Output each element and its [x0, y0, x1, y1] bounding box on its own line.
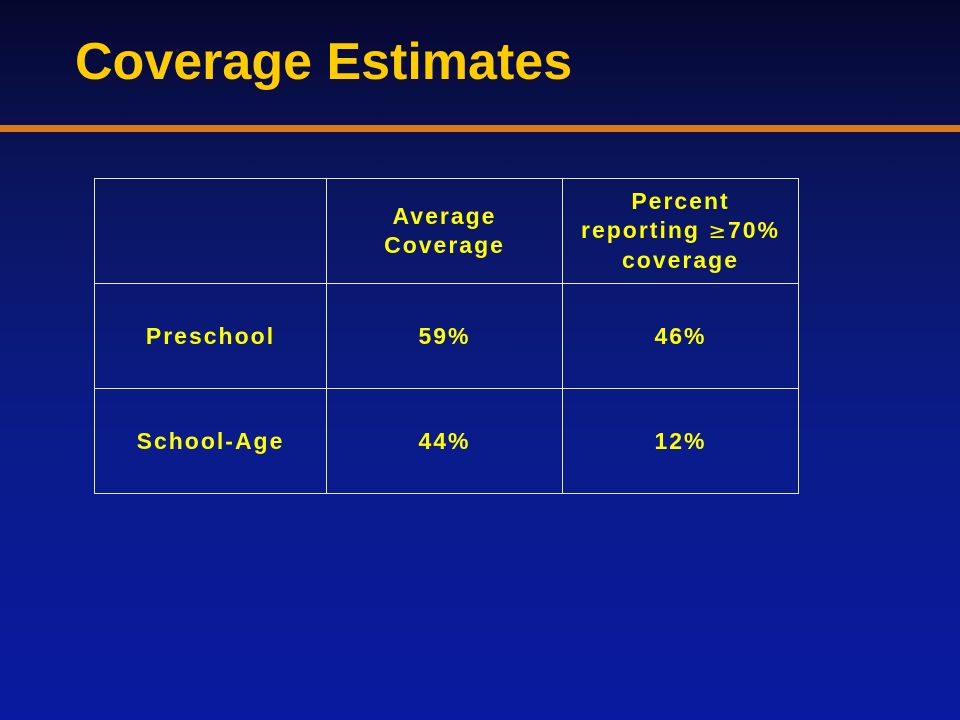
cell-preschool-percent: 46% [562, 283, 799, 389]
header-percent-reporting: Percent reporting ≥70% coverage [562, 178, 799, 284]
coverage-table: Average Coverage Percent reporting ≥70% … [94, 178, 799, 494]
header-percent-line2-post: 70% [727, 217, 780, 243]
table-header-row: Average Coverage Percent reporting ≥70% … [94, 178, 799, 284]
title-divider [0, 125, 960, 132]
greater-equal-symbol: ≥ [708, 219, 728, 243]
header-percent-line1: Percent [631, 188, 730, 214]
cell-preschool-average: 59% [326, 283, 563, 389]
table-row: School-Age 44% 12% [94, 388, 799, 494]
header-percent-line2-pre: reporting [581, 217, 700, 243]
cell-school-age-average: 44% [326, 388, 563, 494]
cell-school-age-percent: 12% [562, 388, 799, 494]
header-average-coverage: Average Coverage [326, 178, 563, 284]
header-percent-line2: reporting ≥70% [581, 216, 780, 246]
header-percent-line3: coverage [621, 247, 739, 273]
table-corner-cell [94, 178, 327, 284]
slide-title: Coverage Estimates [75, 33, 573, 91]
table-row: Preschool 59% 46% [94, 283, 799, 389]
row-label-school-age: School-Age [94, 388, 327, 494]
row-label-preschool: Preschool [94, 283, 327, 389]
header-average-coverage-label: Average Coverage [384, 203, 505, 258]
